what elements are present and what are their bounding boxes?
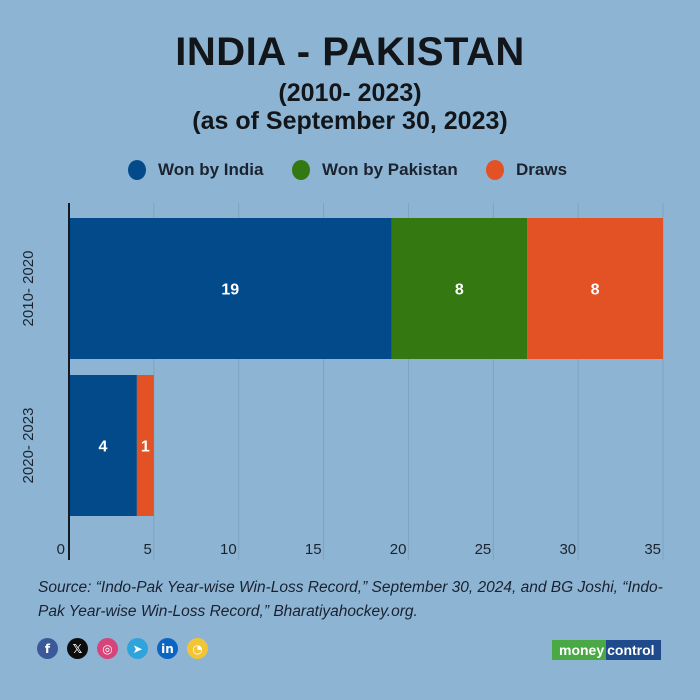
chart-subtitle-date: (as of September 30, 2023) xyxy=(192,107,508,135)
legend-swatch xyxy=(292,160,310,180)
bar-segment xyxy=(391,218,528,359)
linkedin-icon[interactable]: in xyxy=(157,638,178,659)
x-tick-label: 35 xyxy=(644,541,661,558)
x-tick-label: 10 xyxy=(220,541,237,558)
social-links: f 𝕏 ◎ ➤ in ◔ xyxy=(37,638,208,659)
legend-item-draws: Draws xyxy=(486,158,567,182)
bar-segment xyxy=(69,218,392,359)
legend-swatch xyxy=(128,160,146,180)
bar-segment xyxy=(69,375,137,516)
data-label: 8 xyxy=(591,282,600,299)
data-label: 19 xyxy=(221,282,239,299)
legend-label: Won by Pakistan xyxy=(322,160,458,179)
logo-part-money: money xyxy=(552,640,607,660)
bar-chart: 19 8 8 2010- 2020 4 1 2020- 2023 0 5 10 15 20 25 30 35 xyxy=(20,203,664,560)
instagram-icon[interactable]: ◎ xyxy=(97,638,118,659)
category-label: 2020- 2023 xyxy=(20,408,37,484)
source-note: Source: “Indo-Pak Year-wise Win-Loss Rec… xyxy=(38,579,663,620)
x-tick-label: 30 xyxy=(559,541,576,558)
legend-item-won-by-india: Won by India xyxy=(128,158,263,182)
data-label: 1 xyxy=(141,439,150,456)
legend-swatch xyxy=(486,160,504,180)
category-label: 2010- 2020 xyxy=(20,251,37,327)
bar-segment xyxy=(527,218,663,359)
koo-icon[interactable]: ◔ xyxy=(187,638,208,659)
chart-title: INDIA - PAKISTAN xyxy=(175,30,525,74)
x-tick-label: 20 xyxy=(390,541,407,558)
facebook-icon[interactable]: f xyxy=(37,638,58,659)
legend-label: Won by India xyxy=(158,160,264,179)
telegram-icon[interactable]: ➤ xyxy=(127,638,148,659)
logo-part-control: control xyxy=(606,640,661,660)
x-tick-label: 25 xyxy=(475,541,492,558)
chart-subtitle-years: (2010- 2023) xyxy=(278,79,422,107)
x-tick-label: 0 xyxy=(57,541,65,558)
x-tick-label: 15 xyxy=(305,541,322,558)
x-tick-label: 5 xyxy=(144,541,152,558)
moneycontrol-logo: money control xyxy=(552,640,661,660)
bar-segment xyxy=(136,375,154,516)
data-label: 4 xyxy=(98,439,107,456)
legend-label: Draws xyxy=(516,160,568,179)
x-icon[interactable]: 𝕏 xyxy=(67,638,88,659)
legend-item-won-by-pakistan: Won by Pakistan xyxy=(292,158,458,182)
data-label: 8 xyxy=(455,282,464,299)
legend: Won by India Won by Pakistan Draws xyxy=(0,158,700,182)
